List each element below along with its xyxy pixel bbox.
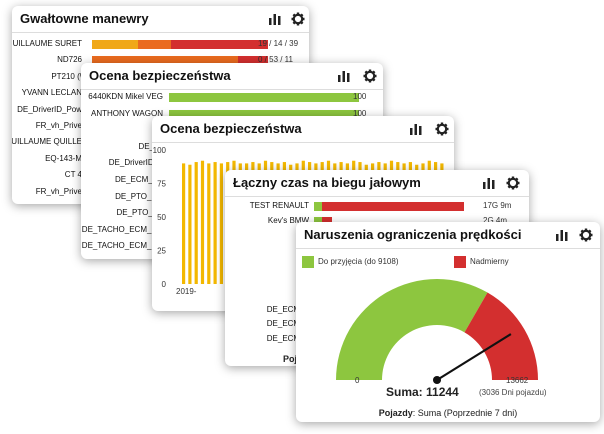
card-title: Gwałtowne manewry <box>20 11 149 26</box>
card-footer: Poj <box>283 354 298 364</box>
score-bar[interactable] <box>169 93 359 102</box>
row-label: DE_ECM_L <box>266 334 309 344</box>
score-bar[interactable] <box>169 109 359 119</box>
row-label: ND726 <box>57 55 82 65</box>
row-label: ANTHONY WAGON <box>90 108 163 118</box>
bar-chart-icon[interactable] <box>555 228 569 242</box>
row-label: 6440KDN Mikel VEG <box>88 92 163 101</box>
bar-chart-icon[interactable] <box>409 122 423 136</box>
row-label: DE_DriverID_F <box>108 158 163 168</box>
row-label: PT210 (\ <box>51 71 82 81</box>
gear-icon[interactable] <box>579 228 593 242</box>
bar-segment[interactable] <box>92 40 138 49</box>
bar-segment[interactable] <box>171 40 268 49</box>
row-value: 17G 9m <box>483 201 512 210</box>
row-label: FR_vh_Prive <box>35 121 82 130</box>
gauge-max-label: 13662 <box>506 376 529 385</box>
row-label: YVANN LECLAN <box>21 88 82 98</box>
row-label: DE_TACHO_ECM_HC <box>81 224 163 234</box>
gauge-total-sub: (3036 Dni pojazdu) <box>479 388 547 397</box>
gauge-min-label: 0 <box>355 376 360 385</box>
idle-bar-red[interactable] <box>321 202 464 211</box>
bar-segment[interactable] <box>92 56 239 66</box>
y-tick-label: 50 <box>157 213 166 222</box>
bar[interactable] <box>200 160 205 284</box>
row-label: DE_PTO_LC <box>116 208 163 218</box>
row-label: CT 4 <box>64 170 82 180</box>
bar[interactable] <box>207 163 211 284</box>
card-title: Łączny czas na biegu jałowym <box>233 175 421 190</box>
y-tick-label: 25 <box>157 247 166 256</box>
row-label: DE_DriverID_Pow <box>17 104 82 114</box>
legend-swatch <box>454 256 466 268</box>
card-title: Ocena bezpieczeństwa <box>89 68 231 83</box>
speed-gauge <box>336 279 539 384</box>
card-title: Ocena bezpieczeństwa <box>160 121 302 136</box>
y-tick-label: 100 <box>153 146 167 155</box>
bar-chart-icon[interactable] <box>268 12 282 26</box>
card-footer: Pojazdy: Suma (Poprzednie 7 dni) <box>296 408 600 418</box>
gear-icon[interactable] <box>435 122 449 136</box>
legend-label: Nadmierny <box>470 257 509 266</box>
row-label: DE_ECM_LC <box>114 175 163 184</box>
footer-bold: Pojazdy <box>378 408 413 418</box>
row-value: 0 / 53 / 11 <box>258 55 293 65</box>
row-label: DE_TACHO_ECM_HC <box>81 241 163 251</box>
x-tick-label: 2019- <box>176 287 197 296</box>
row-value: 100 <box>353 108 367 118</box>
row-label: FR_vh_Prive <box>35 186 82 196</box>
row-label: DE_ECM_L <box>266 319 309 329</box>
gear-icon[interactable] <box>291 12 305 26</box>
bar[interactable] <box>182 163 186 284</box>
card-header: Ocena bezpieczeństwa <box>81 63 383 90</box>
card-header: Łączny czas na biegu jałowym <box>225 170 529 197</box>
gauge-needle-pivot <box>433 376 441 384</box>
bar-segment[interactable] <box>137 40 172 49</box>
row-value: 2G 4m <box>483 215 508 225</box>
gauge-total: Suma: 11244 <box>386 385 459 399</box>
card-title: Naruszenia ograniczenia prędkości <box>304 227 522 242</box>
row-label: TEST RENAULT <box>249 201 309 210</box>
row-value: 100 <box>353 92 367 101</box>
gear-icon[interactable] <box>363 69 377 83</box>
idle-bar-red[interactable] <box>321 216 332 226</box>
bar[interactable] <box>194 162 198 284</box>
legend-swatch <box>302 256 314 268</box>
legend-label: Do przyjęcia (do 9108) <box>318 257 399 266</box>
gear-icon[interactable] <box>506 176 520 190</box>
gauge-acceptable-arc[interactable] <box>336 279 488 380</box>
gauge-needle <box>436 333 512 381</box>
row-label: DE_PTO_HC <box>115 191 163 201</box>
idle-bar-green[interactable] <box>314 202 322 211</box>
row-label: DE_99 <box>138 141 163 151</box>
bar-chart-icon[interactable] <box>337 69 351 83</box>
card-header: Naruszenia ograniczenia prędkości <box>296 222 600 249</box>
footer-rest: : Suma (Poprzednie 7 dni) <box>412 408 518 418</box>
bar[interactable] <box>213 162 217 284</box>
row-label: EQ-143-M <box>45 153 82 163</box>
row-label: DE_ECM_L <box>266 304 309 314</box>
card-header: Gwałtowne manewry <box>12 6 309 33</box>
bar[interactable] <box>188 164 192 284</box>
gauge-excessive-arc[interactable] <box>464 292 539 380</box>
card-speeding: Naruszenia ograniczenia prędkości Do prz… <box>296 222 600 422</box>
card-header: Ocena bezpieczeństwa <box>152 116 454 143</box>
row-label: GUILLAUME QUILLE <box>12 137 82 147</box>
bar[interactable] <box>219 163 223 284</box>
row-label: GUILLAUME SURET <box>12 39 82 48</box>
idle-bar-green[interactable] <box>314 216 322 226</box>
row-label: Kev's BMW <box>267 215 309 225</box>
y-tick-label: 0 <box>162 280 167 289</box>
row-value: 19 / 14 / 39 <box>258 39 299 48</box>
bar-chart-icon[interactable] <box>482 176 496 190</box>
bar-segment[interactable] <box>238 56 268 66</box>
y-tick-label: 75 <box>157 180 166 189</box>
